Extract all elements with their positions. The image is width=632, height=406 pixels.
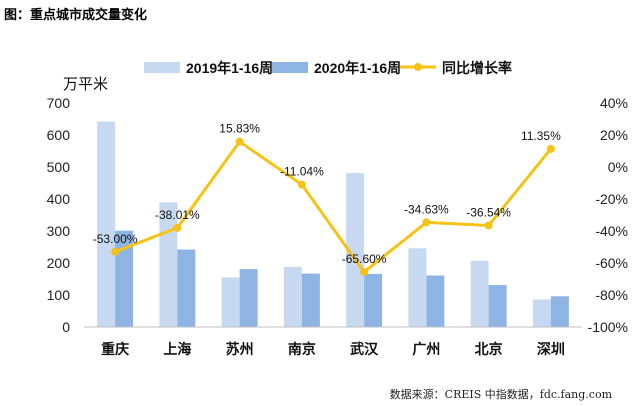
bar-2019-5 bbox=[408, 248, 427, 327]
left-tick-4: 400 bbox=[47, 191, 71, 207]
bar-2020-4 bbox=[364, 273, 383, 327]
growth-point-6 bbox=[484, 221, 493, 230]
source-note: 数据来源：CREIS 中指数据，fdc.fang.com bbox=[389, 388, 612, 401]
growth-label-4: -65.60% bbox=[342, 252, 387, 266]
bar-2020-3 bbox=[301, 273, 320, 327]
category-label-2: 苏州 bbox=[226, 341, 254, 358]
right-tick-1: -80% bbox=[595, 287, 628, 303]
growth-point-2 bbox=[235, 137, 244, 146]
bar-2020-2 bbox=[239, 269, 258, 327]
growth-point-1 bbox=[173, 223, 182, 232]
growth-label-7: 11.35% bbox=[521, 129, 561, 143]
figure-title: 图：重点城市成交量变化 bbox=[4, 8, 148, 23]
left-tick-3: 300 bbox=[47, 223, 71, 239]
category-label-0: 重庆 bbox=[101, 341, 129, 358]
axes: 重庆 上海 苏州 南京 武汉 广州 北京 深圳 0 100 200 300 400 500 600 700 -1… bbox=[47, 95, 628, 358]
legend-marker-growth bbox=[414, 63, 422, 71]
left-tick-0: 0 bbox=[62, 319, 70, 335]
right-tick-4: -20% bbox=[595, 191, 628, 207]
legend-swatch-2019 bbox=[144, 62, 180, 73]
left-tick-5: 500 bbox=[47, 159, 71, 175]
left-axis-unit: 万平米 bbox=[63, 75, 108, 93]
bar-2019-7 bbox=[532, 299, 551, 327]
legend-label-growth: 同比增长率 bbox=[442, 60, 512, 76]
right-tick-2: -60% bbox=[595, 255, 628, 271]
growth-point-7 bbox=[546, 144, 555, 153]
right-tick-5: 0% bbox=[608, 159, 628, 175]
growth-rate-line bbox=[114, 140, 553, 274]
bar-2020-6 bbox=[488, 285, 507, 327]
left-tick-7: 700 bbox=[47, 95, 71, 111]
bar-2019-2 bbox=[221, 277, 240, 327]
left-tick-2: 200 bbox=[47, 255, 71, 271]
bar-2020-7 bbox=[550, 296, 569, 327]
legend-label-2019: 2019年1-16周 bbox=[186, 60, 273, 76]
growth-label-1: -38.01% bbox=[155, 208, 200, 222]
category-label-6: 北京 bbox=[475, 341, 503, 358]
bar-2020-1 bbox=[177, 249, 196, 327]
growth-point-4 bbox=[360, 267, 369, 276]
legend-label-2020: 2020年1-16周 bbox=[314, 60, 401, 76]
bar-2019-4 bbox=[346, 173, 365, 327]
legend: 2019年1-16周 2020年1-16周 同比增长率 bbox=[144, 60, 512, 76]
growth-label-5: -34.63% bbox=[404, 202, 449, 216]
growth-label-3: -11.04% bbox=[280, 165, 324, 179]
growth-label-2: 15.83% bbox=[219, 122, 260, 136]
growth-label-0: -53.00% bbox=[93, 232, 138, 246]
bar-2019-0 bbox=[97, 121, 116, 327]
growth-line-layer: -53.00% -38.01% 15.83% -11.04% -65.60% -34.63… bbox=[93, 122, 561, 276]
legend-swatch-2020 bbox=[272, 62, 308, 73]
right-tick-7: 40% bbox=[600, 95, 628, 111]
right-tick-0: -100% bbox=[588, 319, 628, 335]
category-label-1: 上海 bbox=[163, 341, 191, 358]
category-label-7: 深圳 bbox=[537, 341, 565, 358]
category-label-4: 武汉 bbox=[350, 341, 379, 358]
growth-point-0 bbox=[111, 247, 120, 256]
right-tick-6: 20% bbox=[600, 127, 628, 143]
bar-2019-6 bbox=[470, 260, 489, 327]
category-label-5: 广州 bbox=[412, 341, 440, 358]
growth-point-5 bbox=[422, 218, 431, 227]
bar-2019-3 bbox=[283, 266, 302, 327]
growth-point-3 bbox=[297, 180, 306, 189]
right-tick-3: -40% bbox=[595, 223, 628, 239]
bar-2020-5 bbox=[426, 275, 445, 327]
left-tick-6: 600 bbox=[47, 127, 71, 143]
left-tick-1: 100 bbox=[47, 287, 71, 303]
category-label-3: 南京 bbox=[288, 341, 316, 358]
bar-2020-0 bbox=[115, 230, 134, 327]
bars bbox=[97, 121, 569, 327]
growth-label-6: -36.54% bbox=[466, 205, 511, 219]
